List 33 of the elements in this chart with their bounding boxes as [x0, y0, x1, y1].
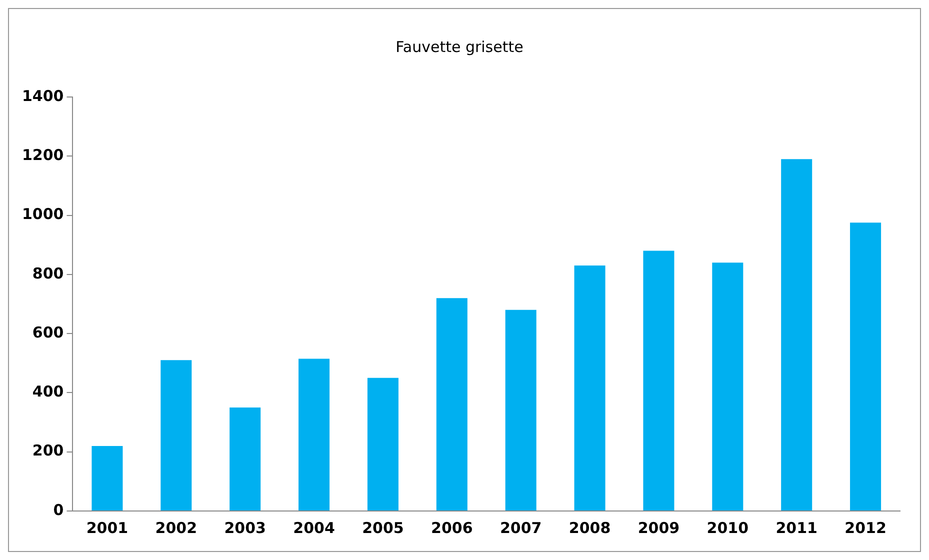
- x-tick-label: 2010: [706, 518, 749, 537]
- bar: [160, 360, 192, 510]
- bar: [781, 159, 812, 510]
- bar: [643, 250, 674, 510]
- bar: [92, 446, 123, 510]
- bar: [436, 298, 468, 510]
- chart-title: Fauvette grisette: [396, 38, 524, 56]
- y-tick-label: 800: [32, 264, 64, 282]
- x-tick-label: 2009: [638, 518, 680, 537]
- bar: [298, 358, 330, 510]
- bar: [850, 222, 882, 510]
- bar: [574, 266, 606, 510]
- bar: [712, 262, 744, 510]
- x-tick-label: 2003: [224, 518, 266, 537]
- y-tick-label: 600: [32, 323, 64, 342]
- x-tick-label: 2005: [362, 518, 404, 537]
- y-tick-label: 1000: [22, 205, 64, 224]
- y-tick-label: 0: [53, 500, 64, 519]
- bar: [367, 378, 398, 510]
- x-tick-label: 2004: [293, 518, 335, 537]
- x-tick-label: 2008: [568, 518, 611, 537]
- bar: [505, 310, 536, 510]
- x-tick-label: 2007: [500, 518, 542, 537]
- y-tick-label: 400: [32, 382, 64, 401]
- x-tick-label: 2011: [776, 518, 818, 537]
- y-tick-label: 1200: [22, 146, 64, 164]
- x-tick-label: 2006: [431, 518, 473, 537]
- y-tick-label: 1400: [22, 86, 64, 105]
- y-tick-label: 200: [32, 442, 64, 460]
- bar: [230, 408, 261, 510]
- x-tick-label: 2012: [844, 518, 886, 537]
- x-tick-label: 2001: [86, 518, 128, 537]
- x-tick-label: 2002: [155, 518, 198, 537]
